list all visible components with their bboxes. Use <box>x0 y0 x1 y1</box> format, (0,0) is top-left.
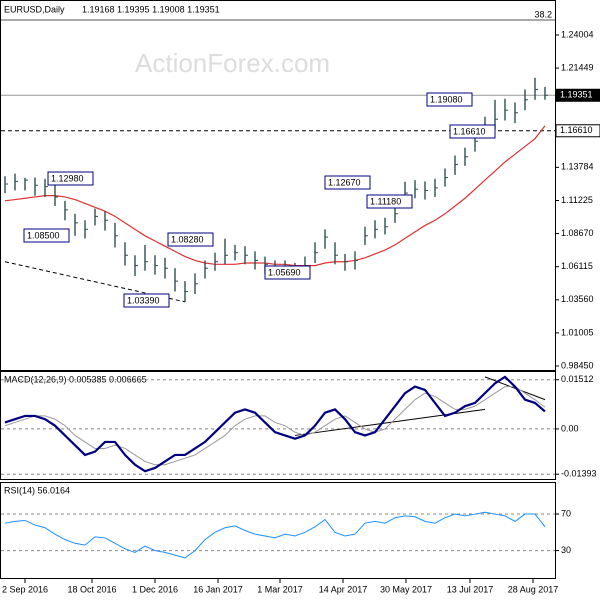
annotation-box <box>47 171 94 186</box>
annotation: 1.16610 <box>453 126 486 136</box>
macd-panel <box>0 371 556 480</box>
level-label: 1.19351 <box>560 90 593 100</box>
y-tick-label: 1.08670 <box>561 228 594 238</box>
annotation: 1.12980 <box>51 173 84 183</box>
annotation: 1.12670 <box>328 177 361 187</box>
annotation-box <box>366 194 413 209</box>
y-tick-label: 1.06115 <box>561 261 593 271</box>
y-tick-label: 1.21449 <box>561 62 594 72</box>
annotation: 1.05690 <box>268 267 301 277</box>
x-tick-label: 1 Dec 2016 <box>132 584 178 594</box>
trendline <box>4 261 186 303</box>
moving-average <box>4 125 546 267</box>
x-tick-label: 18 Oct 2016 <box>67 584 116 594</box>
annotation: 1.08280 <box>171 234 204 244</box>
y-tick-label: 0.98450 <box>561 360 594 370</box>
annotation-box <box>324 175 371 190</box>
series-line <box>4 386 546 466</box>
annotation: 1.03390 <box>127 295 160 305</box>
x-tick-label: 14 Apr 2017 <box>319 584 368 594</box>
level-label: 1.16610 <box>560 125 593 135</box>
series-line <box>4 511 546 559</box>
annotation: 1.11180 <box>370 196 401 206</box>
annotation-box <box>167 232 214 247</box>
y-tick-label: -0.01393 <box>561 469 597 479</box>
y-tick-label: 1.11225 <box>561 195 593 205</box>
y-tick-label: 70 <box>561 508 571 518</box>
y-tick-label: 30 <box>561 545 571 555</box>
x-tick-label: 28 Aug 2017 <box>508 584 559 594</box>
series-line <box>4 375 546 473</box>
annotation: 1.19080 <box>430 94 463 104</box>
watermark: ActionForex.com <box>135 48 330 78</box>
y-tick-label: 1.24004 <box>561 29 594 39</box>
x-tick-label: 1 Mar 2017 <box>257 584 303 594</box>
annotation-box <box>449 124 496 139</box>
annotation-box <box>426 92 473 107</box>
annotation-box <box>23 228 70 243</box>
x-tick-label: 2 Sep 2016 <box>2 584 48 594</box>
y-tick-label: 0.01512 <box>561 374 594 384</box>
y-tick-label: 1.03560 <box>561 294 594 304</box>
rsi-title: RSI(14) 56.0164 <box>4 485 70 495</box>
x-tick-label: 30 May 2017 <box>380 584 432 594</box>
y-tick-label: 1.01005 <box>561 327 594 337</box>
price-panel <box>0 0 556 371</box>
x-tick-label: 16 Jan 2017 <box>193 584 243 594</box>
chart-title: EURUSD,Daily <box>4 4 65 14</box>
fib-label: 38.2 <box>534 9 552 19</box>
level-box <box>555 124 600 138</box>
x-tick-label: 13 Jul 2017 <box>447 584 494 594</box>
rsi-panel <box>0 482 556 579</box>
annotation: 1.08500 <box>27 230 60 240</box>
annotation-box <box>264 265 311 280</box>
y-tick-label: 0.00 <box>561 423 579 433</box>
ohlc-header: 1.19168 1.19395 1.19008 1.19351 <box>82 4 220 14</box>
annotation-box <box>123 293 170 308</box>
level-box <box>555 88 600 102</box>
y-tick-label: 1.13784 <box>561 162 594 172</box>
